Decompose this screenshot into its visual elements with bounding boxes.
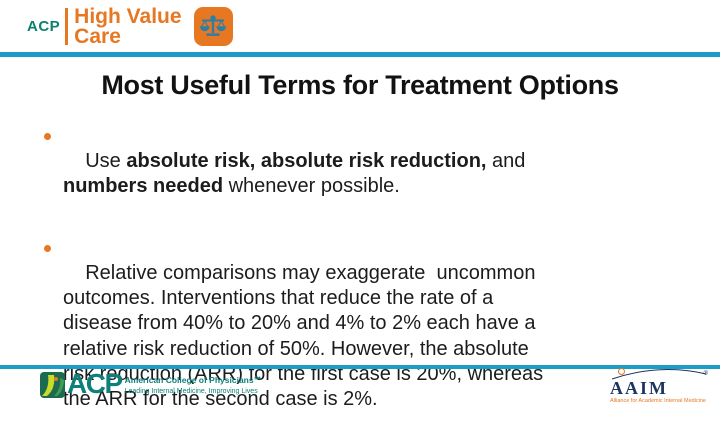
- acp-full-name: American College of Physicians℠: [124, 375, 263, 385]
- logo-divider: [65, 8, 69, 45]
- top-divider: [0, 52, 720, 57]
- acp-wordmark: ACP: [27, 18, 61, 35]
- acp-emblem-icon: [40, 372, 65, 403]
- acp-footer-abbr: ACP: [67, 368, 123, 399]
- bullet-text-1: Use absolute risk, absolute risk reducti…: [63, 150, 526, 198]
- acp-footer-text: American College of Physicians℠ Leading …: [125, 375, 263, 395]
- aaim-sun-icon: [618, 368, 625, 375]
- acp-tagline: Leading Internal Medicine, Improving Liv…: [124, 387, 258, 395]
- high-value-care-wordmark: High Value Care: [74, 5, 182, 48]
- bottom-divider: [0, 365, 720, 369]
- bullet-item-1: Use absolute risk, absolute risk reducti…: [42, 124, 672, 225]
- bullet-marker: [44, 244, 51, 252]
- aaim-registered-mark: ®: [703, 371, 708, 377]
- aaim-tagline: Alliance for Academic Internal Medicine: [610, 398, 706, 404]
- hvc-line1: High Value: [74, 5, 182, 28]
- acp-hvc-logo: ACP High Value Care: [27, 5, 233, 47]
- hvc-line2: Care: [74, 25, 121, 48]
- aaim-swoosh-icon: [610, 367, 710, 381]
- slide-title: Most Useful Terms for Treatment Options: [101, 70, 619, 100]
- aaim-logo: ® AAIM Alliance for Academic Internal Me…: [610, 367, 714, 404]
- bullet-item-2: Relative comparisons may exaggerate unco…: [42, 236, 672, 437]
- aaim-wordmark: AAIM: [610, 378, 668, 398]
- acp-footer-logo: ACP American College of Physicians℠ Lead…: [40, 368, 263, 403]
- bullet-list: Use absolute risk, absolute risk reducti…: [42, 124, 672, 437]
- bullet-marker: [44, 133, 51, 140]
- balance-scale-icon: [193, 7, 233, 46]
